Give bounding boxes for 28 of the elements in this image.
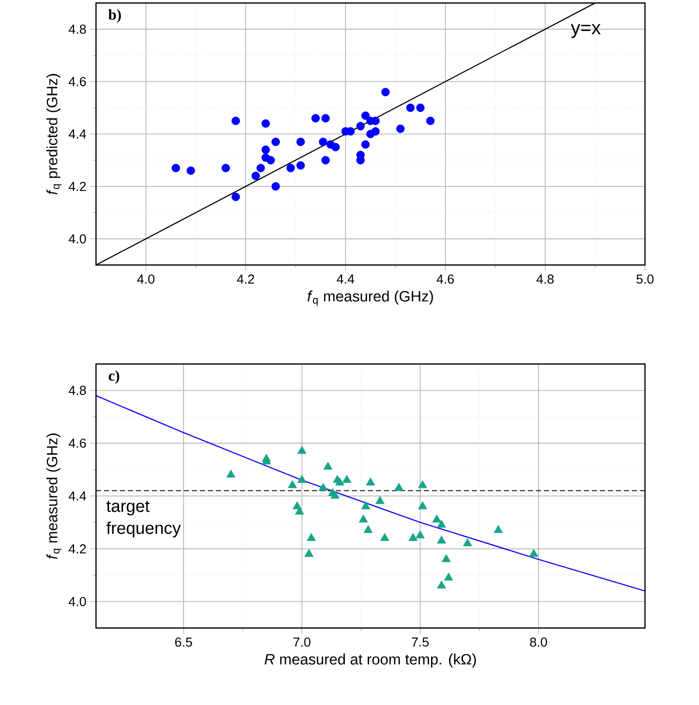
x-tick-label: 4.2 [236, 274, 254, 284]
x-tick-label: 4.0 [137, 274, 154, 284]
x-tick-label: 4.4 [336, 274, 354, 284]
ref-line-label: target frequency [106, 500, 181, 538]
x-tick-label: 7.0 [294, 638, 310, 647]
chart-title: b) [108, 9, 121, 23]
x-tick-label: 4.6 [436, 274, 454, 284]
y-tick-label: 4.8 [68, 24, 86, 34]
y-tick-label: 4.4 [68, 492, 86, 500]
y-tick-label: 4.0 [68, 596, 86, 606]
y-axis-title: f$_{q}$ predicted (GHz) [46, 74, 62, 194]
x-axis-title: f$_{q}$ measured (GHz) [308, 290, 433, 306]
x-tick-label: 4.8 [536, 274, 554, 284]
y-tick-label: 4.6 [68, 76, 86, 86]
x-axis-title: R measured at room temp. (kΩ) [264, 654, 476, 668]
y-tick-label: 4.2 [68, 182, 86, 191]
y-tick-label: 4.4 [68, 130, 86, 138]
y-tick-label: 4.6 [68, 438, 86, 448]
x-tick-label: 8.0 [530, 638, 548, 647]
x-tick-label: 7.5 [412, 638, 429, 647]
y-tick-label: 4.8 [68, 386, 86, 395]
y-tick-label: 4.2 [68, 544, 86, 554]
annotation: y=x [570, 24, 601, 38]
x-tick-label: 5.0 [636, 274, 654, 284]
chart-title: c) [108, 370, 120, 384]
y-axis-title: f$_{q}$ measured (GHz) [46, 434, 62, 559]
y-tick-label: 4.0 [68, 234, 86, 244]
x-tick-label: 6.5 [175, 638, 192, 647]
